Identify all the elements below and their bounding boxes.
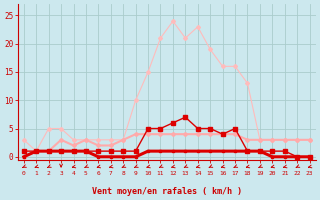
X-axis label: Vent moyen/en rafales ( km/h ): Vent moyen/en rafales ( km/h ) xyxy=(92,187,242,196)
